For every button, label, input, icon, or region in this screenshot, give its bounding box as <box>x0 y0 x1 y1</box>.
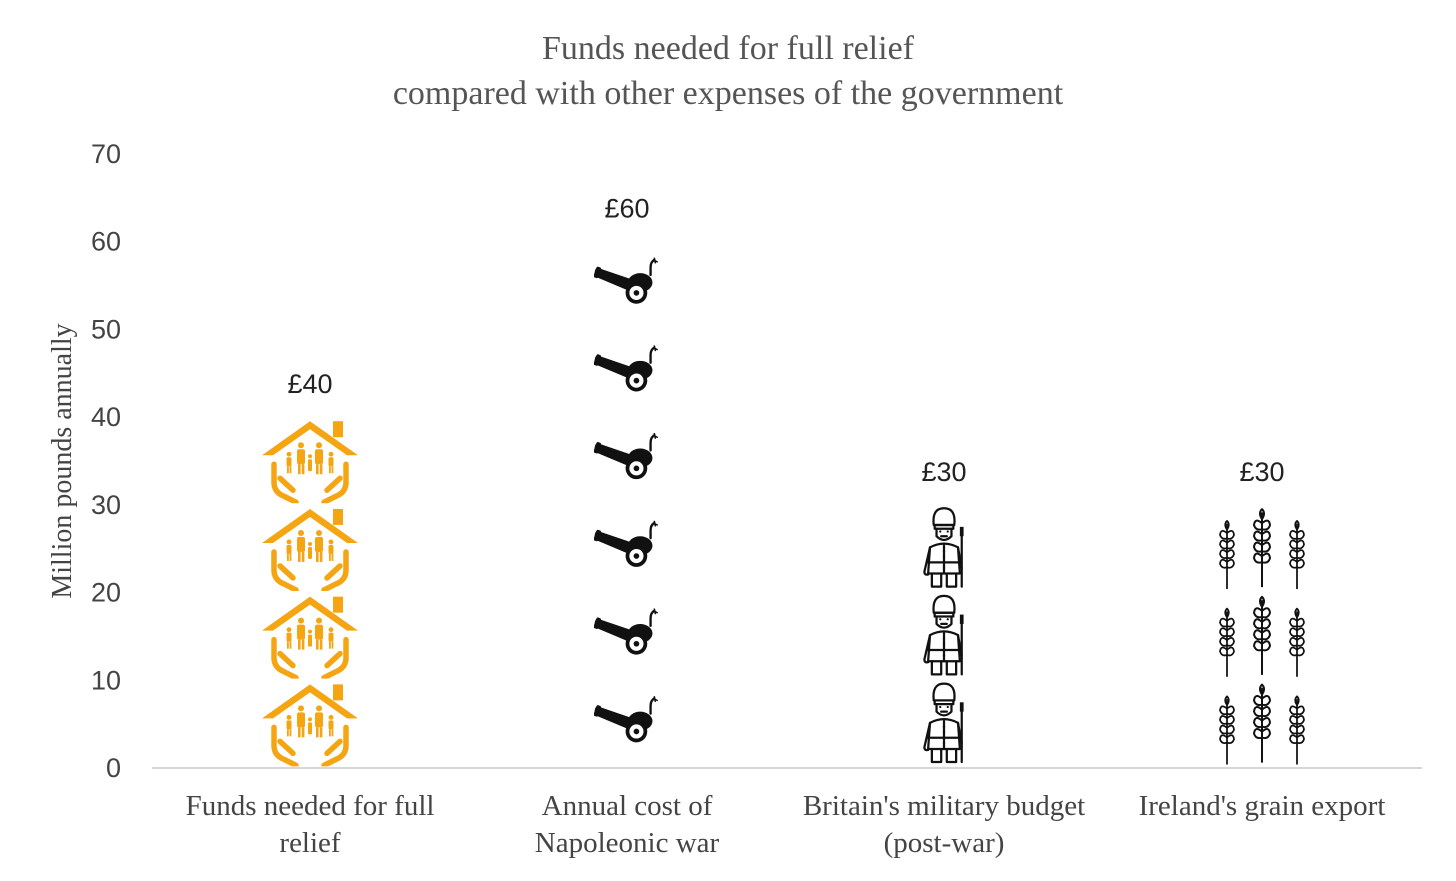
bar-3 <box>1220 509 1304 764</box>
category-label-line: Annual cost of <box>542 790 713 822</box>
bar-2 <box>923 507 965 764</box>
category-label: Funds needed for full relief <box>186 790 435 859</box>
soldier-icon <box>923 682 965 764</box>
category-label: Ireland's grain export <box>1139 790 1386 822</box>
house-family-hands-icon <box>262 509 358 590</box>
chart-title-line-1: Funds needed for full relief <box>542 30 915 67</box>
y-tick-label: 60 <box>91 227 121 257</box>
category-label: Annual cost of Napoleonic war <box>535 790 720 859</box>
cannon-icon <box>594 696 659 744</box>
y-tick-label: 10 <box>91 665 121 695</box>
category-label: Britain's military budget (post-war) <box>803 790 1085 859</box>
wheat-icon <box>1220 509 1304 589</box>
bar-1 <box>594 257 659 744</box>
bar-0 <box>262 421 358 765</box>
cannon-icon <box>594 433 659 481</box>
cannon-icon <box>594 608 659 656</box>
house-family-hands-icon <box>262 597 358 678</box>
y-axis-ticks: 0 10 20 30 40 50 60 70 <box>91 139 121 783</box>
y-tick-label: 50 <box>91 314 121 344</box>
category-label-line: Ireland's grain export <box>1139 790 1386 822</box>
cannon-icon <box>594 345 659 393</box>
chart-title-line-2: compared with other expenses of the gove… <box>393 75 1064 112</box>
y-tick-label: 40 <box>91 402 121 432</box>
category-label-line: Britain's military budget <box>803 790 1085 822</box>
category-labels: Funds needed for full relief Annual cost o… <box>186 790 1386 859</box>
house-family-hands-icon <box>262 684 358 765</box>
category-label-line: Napoleonic war <box>535 827 720 859</box>
y-tick-label: 30 <box>91 490 121 520</box>
wheat-icon <box>1220 597 1304 677</box>
y-tick-label: 20 <box>91 578 121 608</box>
data-label: £60 <box>604 194 649 224</box>
data-label: £40 <box>287 369 332 399</box>
cannon-icon <box>594 520 659 569</box>
wheat-icon <box>1220 685 1304 765</box>
y-tick-label: 0 <box>106 753 121 783</box>
cannon-icon <box>594 257 659 305</box>
data-label: £30 <box>921 457 966 487</box>
category-label-line: relief <box>279 827 341 859</box>
y-axis-label: Million pounds annually <box>47 323 78 598</box>
pictograph-bars <box>262 257 1304 765</box>
category-label-line: Funds needed for full <box>186 790 435 822</box>
data-label: £30 <box>1239 457 1284 487</box>
y-tick-label: 70 <box>91 139 121 169</box>
data-labels: £40 £60 £30 £30 <box>287 194 1284 487</box>
category-label-line: (post-war) <box>884 827 1005 859</box>
soldier-icon <box>923 507 965 588</box>
house-family-hands-icon <box>262 421 358 502</box>
soldier-icon <box>923 594 965 676</box>
